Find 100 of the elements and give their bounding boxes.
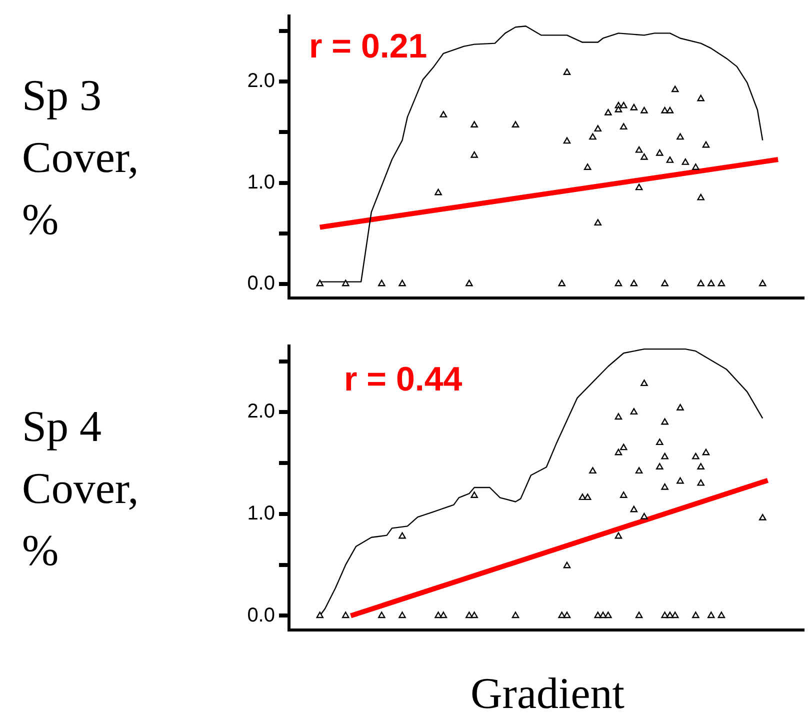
point bbox=[563, 562, 571, 568]
point bbox=[702, 141, 710, 148]
point bbox=[594, 219, 602, 226]
point bbox=[692, 452, 700, 460]
point bbox=[316, 612, 324, 618]
point bbox=[630, 104, 638, 110]
point bbox=[661, 280, 668, 286]
point bbox=[692, 164, 700, 170]
y-tick-label: 1.0 bbox=[247, 502, 275, 524]
point bbox=[604, 612, 612, 618]
y-axis-title: Sp 4 Cover, % bbox=[22, 401, 140, 577]
point bbox=[614, 106, 622, 112]
point bbox=[656, 438, 664, 446]
point bbox=[398, 280, 406, 286]
point bbox=[656, 149, 664, 156]
point bbox=[661, 452, 668, 460]
point bbox=[440, 110, 448, 118]
point bbox=[620, 492, 628, 498]
point bbox=[584, 494, 592, 500]
point bbox=[666, 156, 674, 163]
point bbox=[620, 102, 628, 108]
point bbox=[692, 612, 700, 618]
point bbox=[342, 612, 350, 618]
point bbox=[434, 612, 442, 618]
point bbox=[614, 280, 622, 286]
point bbox=[682, 158, 690, 165]
y-tick-label: 2.0 bbox=[247, 70, 275, 92]
point bbox=[661, 483, 668, 490]
point bbox=[470, 151, 478, 158]
point bbox=[563, 612, 571, 618]
point bbox=[599, 612, 607, 618]
point bbox=[697, 194, 704, 200]
point bbox=[466, 280, 473, 286]
point bbox=[640, 512, 648, 520]
point bbox=[640, 106, 648, 114]
point bbox=[466, 612, 473, 618]
point bbox=[594, 612, 602, 618]
point bbox=[758, 280, 766, 286]
point bbox=[676, 477, 684, 484]
point bbox=[661, 106, 668, 114]
point bbox=[378, 612, 386, 618]
point bbox=[440, 612, 448, 618]
y-tick-label: 1.0 bbox=[247, 171, 275, 194]
y-tick-label: 2.0 bbox=[247, 400, 275, 423]
point bbox=[630, 408, 638, 415]
annotation: r = 0.44 bbox=[344, 360, 462, 398]
annotation: r = 0.21 bbox=[309, 27, 428, 66]
y-tick-label: 0.0 bbox=[247, 272, 275, 294]
point bbox=[718, 612, 726, 618]
y-axis-title: Sp 3 Cover, % bbox=[22, 70, 140, 246]
point bbox=[640, 380, 648, 386]
point bbox=[584, 164, 592, 170]
point bbox=[620, 123, 628, 130]
y-tick-label: 0.0 bbox=[247, 604, 275, 626]
point bbox=[661, 612, 668, 618]
point bbox=[640, 153, 648, 160]
point bbox=[434, 188, 442, 196]
point bbox=[470, 612, 478, 618]
point bbox=[512, 121, 520, 128]
point bbox=[470, 492, 478, 498]
point bbox=[398, 532, 406, 539]
point bbox=[589, 467, 596, 474]
point bbox=[666, 612, 674, 618]
point bbox=[661, 418, 668, 425]
point bbox=[758, 514, 766, 520]
point bbox=[718, 280, 726, 286]
point bbox=[342, 280, 350, 286]
point bbox=[697, 280, 704, 286]
point bbox=[635, 612, 643, 618]
point bbox=[702, 448, 710, 456]
point bbox=[708, 612, 715, 618]
point bbox=[676, 133, 684, 140]
point bbox=[635, 467, 643, 474]
point bbox=[697, 479, 704, 486]
point bbox=[671, 612, 679, 618]
point bbox=[594, 125, 602, 132]
point bbox=[630, 506, 638, 512]
point bbox=[604, 108, 612, 116]
point bbox=[512, 612, 520, 618]
point bbox=[635, 146, 643, 153]
point bbox=[656, 463, 664, 470]
x-axis-title: Gradient bbox=[470, 668, 626, 719]
point bbox=[697, 463, 704, 470]
point bbox=[697, 94, 704, 102]
point bbox=[614, 448, 622, 456]
point bbox=[558, 280, 566, 286]
point bbox=[614, 532, 622, 539]
point bbox=[666, 106, 674, 114]
point bbox=[398, 612, 406, 618]
point bbox=[614, 413, 622, 420]
point bbox=[563, 68, 571, 75]
point bbox=[316, 280, 324, 286]
point bbox=[558, 612, 566, 618]
point bbox=[635, 184, 643, 190]
point bbox=[378, 280, 386, 286]
point bbox=[589, 133, 596, 140]
point bbox=[563, 137, 571, 144]
point bbox=[708, 280, 715, 286]
point bbox=[671, 86, 679, 92]
point bbox=[630, 280, 638, 286]
